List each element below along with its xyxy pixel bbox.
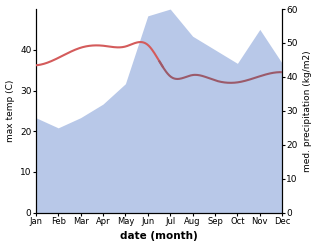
X-axis label: date (month): date (month) <box>120 231 198 242</box>
Y-axis label: med. precipitation (kg/m2): med. precipitation (kg/m2) <box>303 50 313 172</box>
Y-axis label: max temp (C): max temp (C) <box>5 80 15 142</box>
